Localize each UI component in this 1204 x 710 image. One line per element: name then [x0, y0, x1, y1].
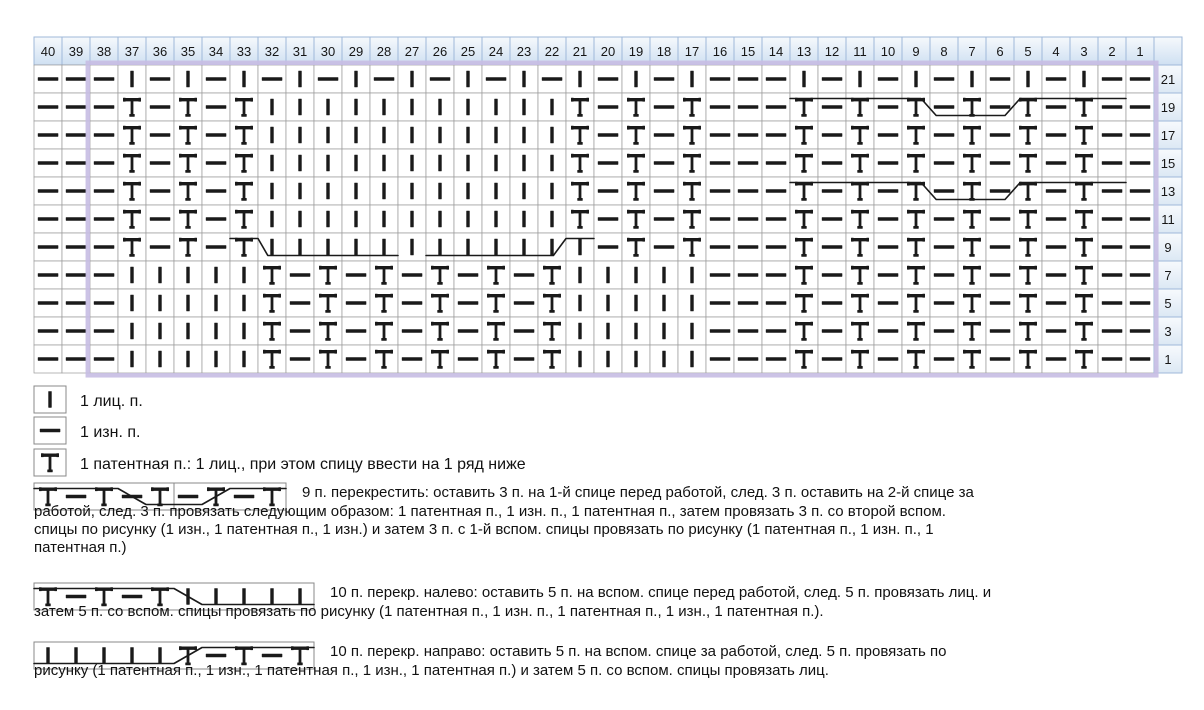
svg-text:31: 31 — [293, 44, 307, 59]
svg-text:1: 1 — [1164, 352, 1171, 367]
svg-text:10: 10 — [881, 44, 895, 59]
svg-text:работой, след. 3 п. провязать: работой, след. 3 п. провязать следующим … — [34, 503, 946, 520]
svg-text:13: 13 — [1161, 184, 1175, 199]
svg-text:16: 16 — [713, 44, 727, 59]
svg-text:29: 29 — [349, 44, 363, 59]
svg-text:9 п. перекрестить: оставить 3: 9 п. перекрестить: оставить 3 п. на 1-й … — [302, 484, 974, 501]
svg-text:10 п. перекр. налево: оставить: 10 п. перекр. налево: оставить 5 п. на в… — [330, 584, 991, 601]
svg-text:15: 15 — [1161, 156, 1175, 171]
svg-text:37: 37 — [125, 44, 139, 59]
svg-text:6: 6 — [996, 44, 1003, 59]
svg-text:3: 3 — [1164, 324, 1171, 339]
svg-text:спицы по рисунку (1 изн., 1 па: спицы по рисунку (1 изн., 1 патентная п.… — [34, 521, 934, 538]
svg-text:27: 27 — [405, 44, 419, 59]
svg-text:3: 3 — [1080, 44, 1087, 59]
svg-text:33: 33 — [237, 44, 251, 59]
svg-text:12: 12 — [825, 44, 839, 59]
svg-text:36: 36 — [153, 44, 167, 59]
svg-text:7: 7 — [968, 44, 975, 59]
svg-text:23: 23 — [517, 44, 531, 59]
svg-text:11: 11 — [1161, 212, 1175, 227]
svg-text:34: 34 — [209, 44, 223, 59]
svg-text:2: 2 — [1108, 44, 1115, 59]
svg-text:1: 1 — [1136, 44, 1143, 59]
svg-text:затем 5 п. со вспом. спицы про: затем 5 п. со вспом. спицы провязать по … — [34, 603, 824, 620]
svg-text:35: 35 — [181, 44, 195, 59]
svg-text:15: 15 — [741, 44, 755, 59]
svg-text:20: 20 — [601, 44, 615, 59]
svg-text:38: 38 — [97, 44, 111, 59]
svg-text:1 изн. п.: 1 изн. п. — [80, 424, 140, 441]
svg-text:7: 7 — [1164, 268, 1171, 283]
svg-text:24: 24 — [489, 44, 503, 59]
svg-text:22: 22 — [545, 44, 559, 59]
svg-text:19: 19 — [1161, 100, 1175, 115]
svg-text:9: 9 — [912, 44, 919, 59]
svg-text:25: 25 — [461, 44, 475, 59]
svg-text:40: 40 — [41, 44, 55, 59]
svg-text:39: 39 — [69, 44, 83, 59]
svg-text:17: 17 — [685, 44, 699, 59]
svg-text:26: 26 — [433, 44, 447, 59]
svg-text:9: 9 — [1164, 240, 1171, 255]
svg-text:13: 13 — [797, 44, 811, 59]
svg-text:8: 8 — [940, 44, 947, 59]
svg-text:5: 5 — [1164, 296, 1171, 311]
svg-text:11: 11 — [853, 44, 867, 59]
svg-text:28: 28 — [377, 44, 391, 59]
svg-text:4: 4 — [1052, 44, 1059, 59]
svg-text:патентная п.): патентная п.) — [34, 539, 127, 556]
svg-text:32: 32 — [265, 44, 279, 59]
svg-text:17: 17 — [1161, 128, 1175, 143]
svg-text:19: 19 — [629, 44, 643, 59]
svg-text:14: 14 — [769, 44, 783, 59]
svg-text:10 п. перекр. направо: оставит: 10 п. перекр. направо: оставить 5 п. на … — [330, 643, 947, 660]
svg-text:30: 30 — [321, 44, 335, 59]
svg-text:21: 21 — [1161, 72, 1175, 87]
svg-text:рисунку (1 патентная п., 1 изн: рисунку (1 патентная п., 1 изн., 1 патен… — [34, 662, 829, 679]
svg-text:1 патентная п.: 1 лиц., при эт: 1 патентная п.: 1 лиц., при этом спицу в… — [80, 456, 526, 473]
svg-text:21: 21 — [573, 44, 587, 59]
svg-text:5: 5 — [1024, 44, 1031, 59]
svg-text:18: 18 — [657, 44, 671, 59]
svg-text:1 лиц. п.: 1 лиц. п. — [80, 393, 143, 410]
